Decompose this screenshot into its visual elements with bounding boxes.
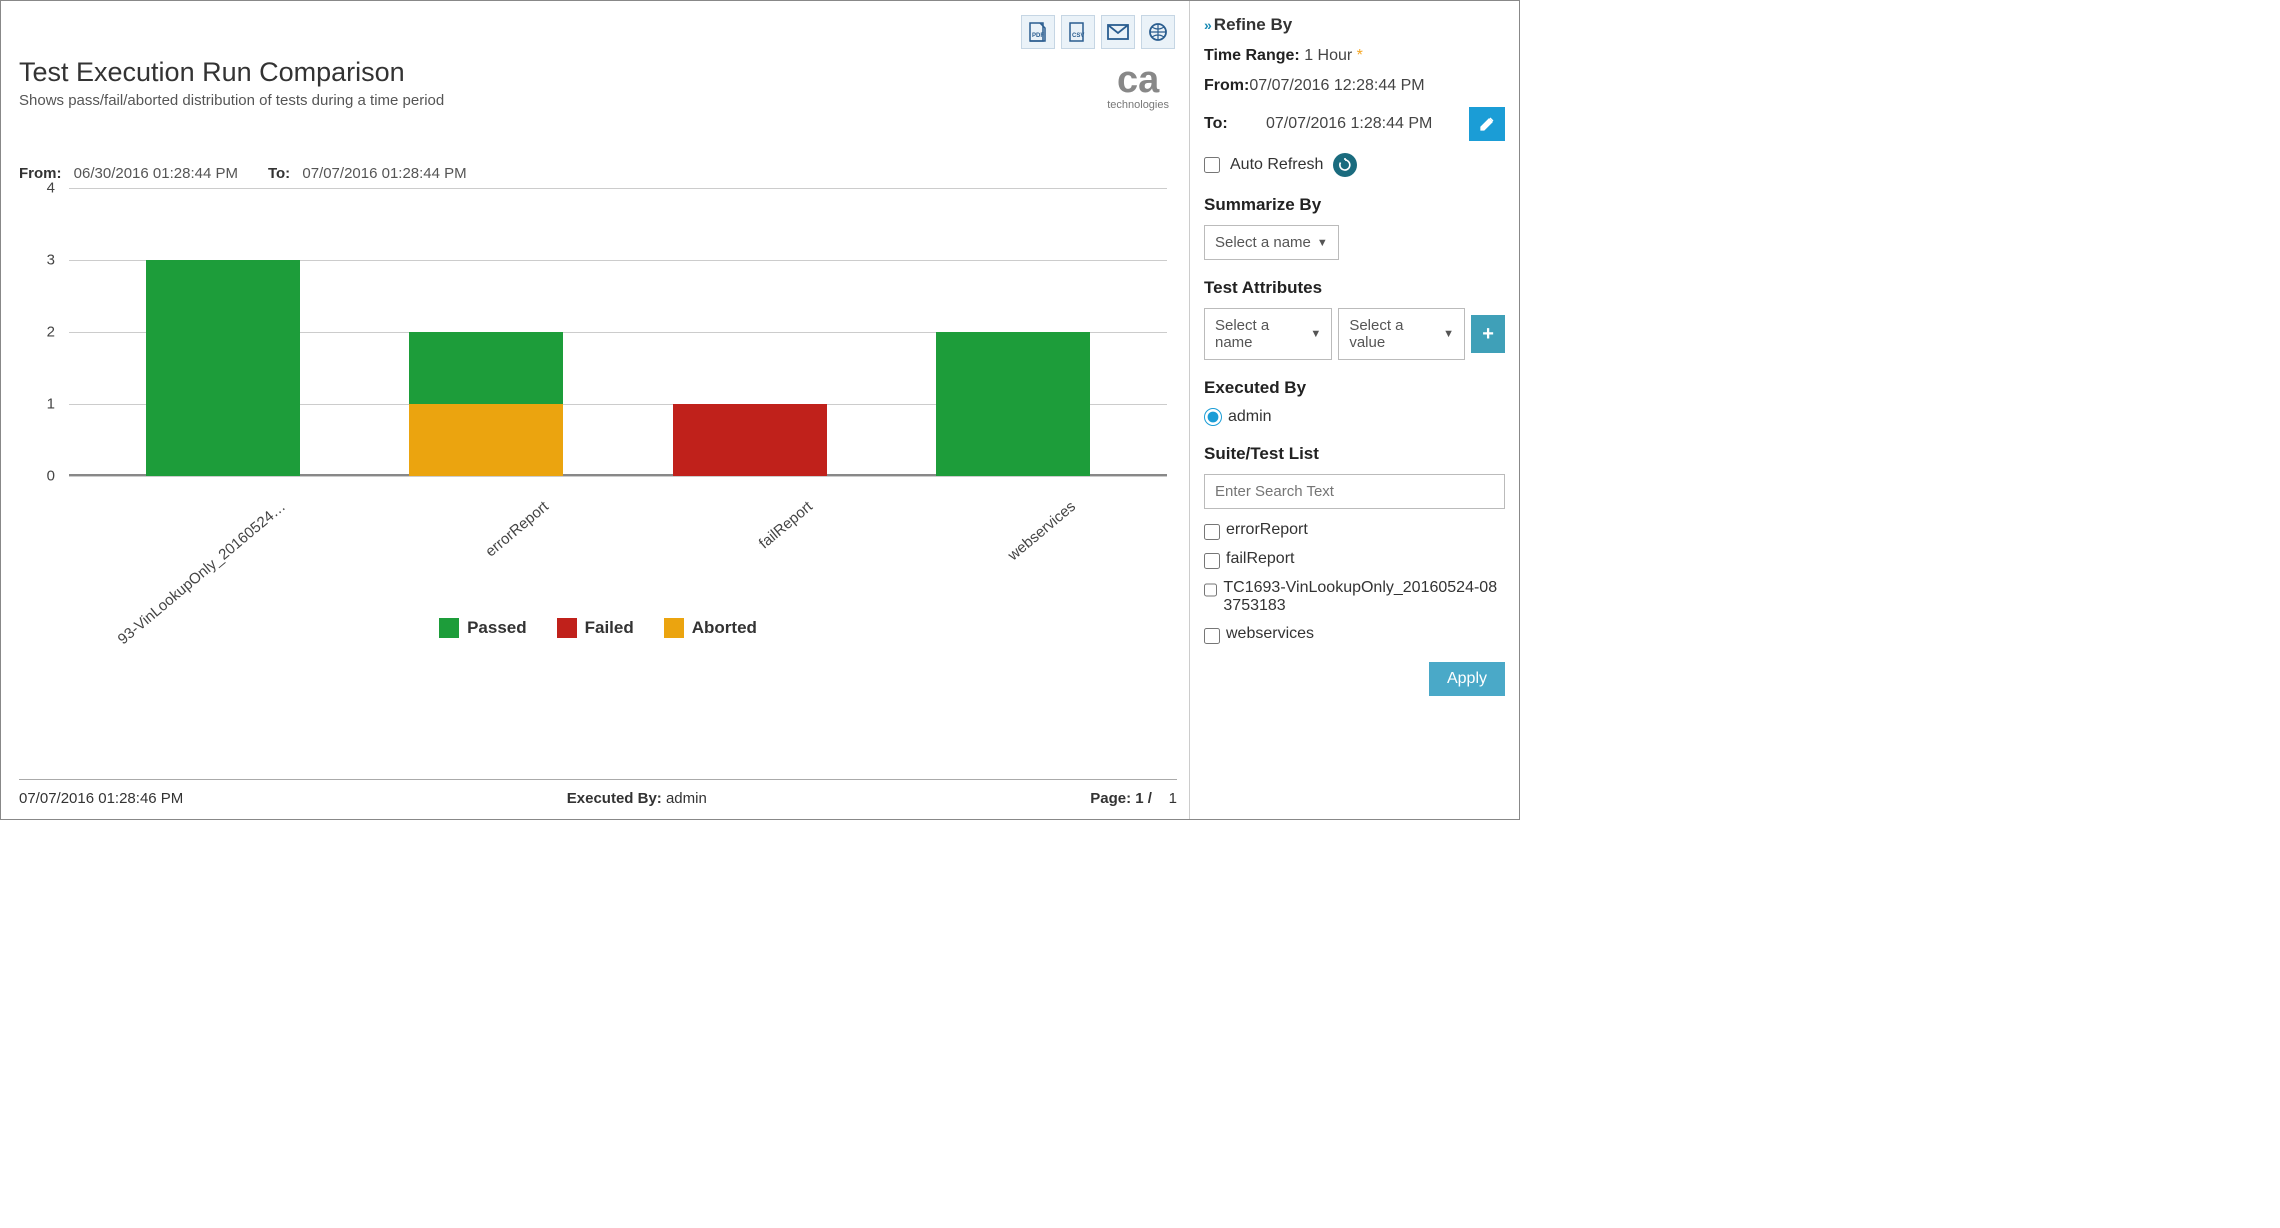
add-attribute-button[interactable]: + xyxy=(1471,315,1505,353)
summarize-by-select[interactable]: Select a name ▼ xyxy=(1204,225,1339,260)
sidebar-from-value: 07/07/2016 12:28:44 PM xyxy=(1249,77,1424,94)
apply-button[interactable]: Apply xyxy=(1429,662,1505,696)
attr-name-select[interactable]: Select a name ▼ xyxy=(1204,308,1332,360)
suite-item-checkbox[interactable] xyxy=(1204,628,1220,644)
chart-area: 01234 xyxy=(19,188,1177,488)
footer-page-label: Page: 1 / xyxy=(1090,790,1152,807)
to-label: To: xyxy=(268,165,290,182)
executed-by-admin-radio[interactable] xyxy=(1204,408,1222,426)
suite-search-input[interactable] xyxy=(1204,474,1505,509)
export-pdf-button[interactable]: PDF xyxy=(1021,15,1055,49)
time-range-label: Time Range: xyxy=(1204,47,1300,64)
refine-by-label: Refine By xyxy=(1214,15,1292,35)
footer-executed-by-value: admin xyxy=(666,790,707,807)
attr-value-placeholder: Select a value xyxy=(1349,317,1437,351)
refine-sidebar: » Refine By Time Range: 1 Hour * From:07… xyxy=(1189,1,1519,819)
y-tick-label: 4 xyxy=(47,180,55,197)
brand-logo-sub: technologies xyxy=(1107,99,1169,111)
refine-by-header[interactable]: » Refine By xyxy=(1204,15,1505,35)
bar-segment-passed[interactable] xyxy=(146,260,300,476)
required-star-icon: * xyxy=(1357,47,1363,64)
export-email-button[interactable] xyxy=(1101,15,1135,49)
attr-value-select[interactable]: Select a value ▼ xyxy=(1338,308,1465,360)
suite-list-item: failReport xyxy=(1204,550,1505,569)
edit-time-button[interactable] xyxy=(1469,107,1505,141)
test-attributes-header: Test Attributes xyxy=(1204,278,1505,298)
export-web-button[interactable] xyxy=(1141,15,1175,49)
export-toolbar: PDF CSV xyxy=(1021,15,1175,49)
bar-segment-aborted[interactable] xyxy=(409,404,563,476)
suite-item-checkbox[interactable] xyxy=(1204,524,1220,540)
suite-item-label: TC1693-VinLookupOnly_20160524-083753183 xyxy=(1223,579,1505,615)
suite-item-checkbox[interactable] xyxy=(1204,553,1220,569)
page-title: Test Execution Run Comparison xyxy=(19,57,1177,88)
footer-executed-by-label: Executed By: xyxy=(567,790,662,807)
footer-page-total: 1 xyxy=(1169,790,1177,807)
footer-timestamp: 07/07/2016 01:28:46 PM xyxy=(19,790,183,807)
legend-passed-label: Passed xyxy=(467,618,527,638)
suite-item-checkbox[interactable] xyxy=(1204,582,1217,598)
sidebar-to-value: 07/07/2016 1:28:44 PM xyxy=(1266,115,1432,133)
x-tick-label: webservices xyxy=(1005,498,1079,564)
time-range-value: 1 Hour xyxy=(1304,47,1352,64)
y-tick-label: 0 xyxy=(47,468,55,485)
gridline xyxy=(69,476,1167,477)
attr-name-placeholder: Select a name xyxy=(1215,317,1304,351)
sidebar-to-label: To: xyxy=(1204,115,1248,133)
summarize-by-header: Summarize By xyxy=(1204,195,1505,215)
report-footer: 07/07/2016 01:28:46 PM Executed By: admi… xyxy=(19,779,1177,807)
x-tick-label: failReport xyxy=(755,498,815,552)
export-csv-button[interactable]: CSV xyxy=(1061,15,1095,49)
legend-failed-label: Failed xyxy=(585,618,634,638)
legend-aborted-label: Aborted xyxy=(692,618,757,638)
y-tick-label: 3 xyxy=(47,252,55,269)
summarize-by-placeholder: Select a name xyxy=(1215,234,1311,251)
brand-logo-text: ca xyxy=(1107,61,1169,99)
refresh-icon[interactable] xyxy=(1333,153,1357,177)
to-value: 07/07/2016 01:28:44 PM xyxy=(302,165,466,182)
x-tick-label: errorReport xyxy=(482,498,552,560)
suite-list-item: errorReport xyxy=(1204,521,1505,540)
suite-item-label: failReport xyxy=(1226,550,1294,568)
caret-down-icon: ▼ xyxy=(1310,328,1321,340)
auto-refresh-label: Auto Refresh xyxy=(1230,156,1323,174)
brand-logo: ca technologies xyxy=(1107,61,1169,111)
report-date-range: From: 06/30/2016 01:28:44 PM To: 07/07/2… xyxy=(19,165,1177,182)
from-label: From: xyxy=(19,165,62,182)
chart-x-labels: 93-VinLookupOnly_20160524…errorReportfai… xyxy=(69,488,1167,588)
y-tick-label: 1 xyxy=(47,396,55,413)
legend-passed: Passed xyxy=(439,618,527,638)
executed-by-header: Executed By xyxy=(1204,378,1505,398)
suite-list-header: Suite/Test List xyxy=(1204,444,1505,464)
bar-segment-passed[interactable] xyxy=(409,332,563,404)
executed-by-admin-label: admin xyxy=(1228,408,1272,426)
suite-item-label: webservices xyxy=(1226,625,1314,643)
main-panel: PDF CSV ca technologies Test Execution R… xyxy=(1,1,1189,819)
chevron-right-icon: » xyxy=(1204,17,1208,33)
sidebar-from-label: From: xyxy=(1204,77,1249,94)
legend-aborted: Aborted xyxy=(664,618,757,638)
bar-segment-passed[interactable] xyxy=(936,332,1090,476)
svg-text:CSV: CSV xyxy=(1072,33,1084,39)
chart-legend: Passed Failed Aborted xyxy=(19,618,1177,638)
suite-list-item: TC1693-VinLookupOnly_20160524-083753183 xyxy=(1204,579,1505,615)
auto-refresh-checkbox[interactable] xyxy=(1204,157,1220,173)
caret-down-icon: ▼ xyxy=(1317,237,1328,249)
bar-segment-failed[interactable] xyxy=(673,404,827,476)
suite-item-label: errorReport xyxy=(1226,521,1308,539)
from-value: 06/30/2016 01:28:44 PM xyxy=(74,165,238,182)
y-tick-label: 2 xyxy=(47,324,55,341)
caret-down-icon: ▼ xyxy=(1443,328,1454,340)
page-subtitle: Shows pass/fail/aborted distribution of … xyxy=(19,92,1177,109)
suite-list-item: webservices xyxy=(1204,625,1505,644)
svg-text:PDF: PDF xyxy=(1032,33,1044,39)
gridline xyxy=(69,188,1167,189)
legend-failed: Failed xyxy=(557,618,634,638)
